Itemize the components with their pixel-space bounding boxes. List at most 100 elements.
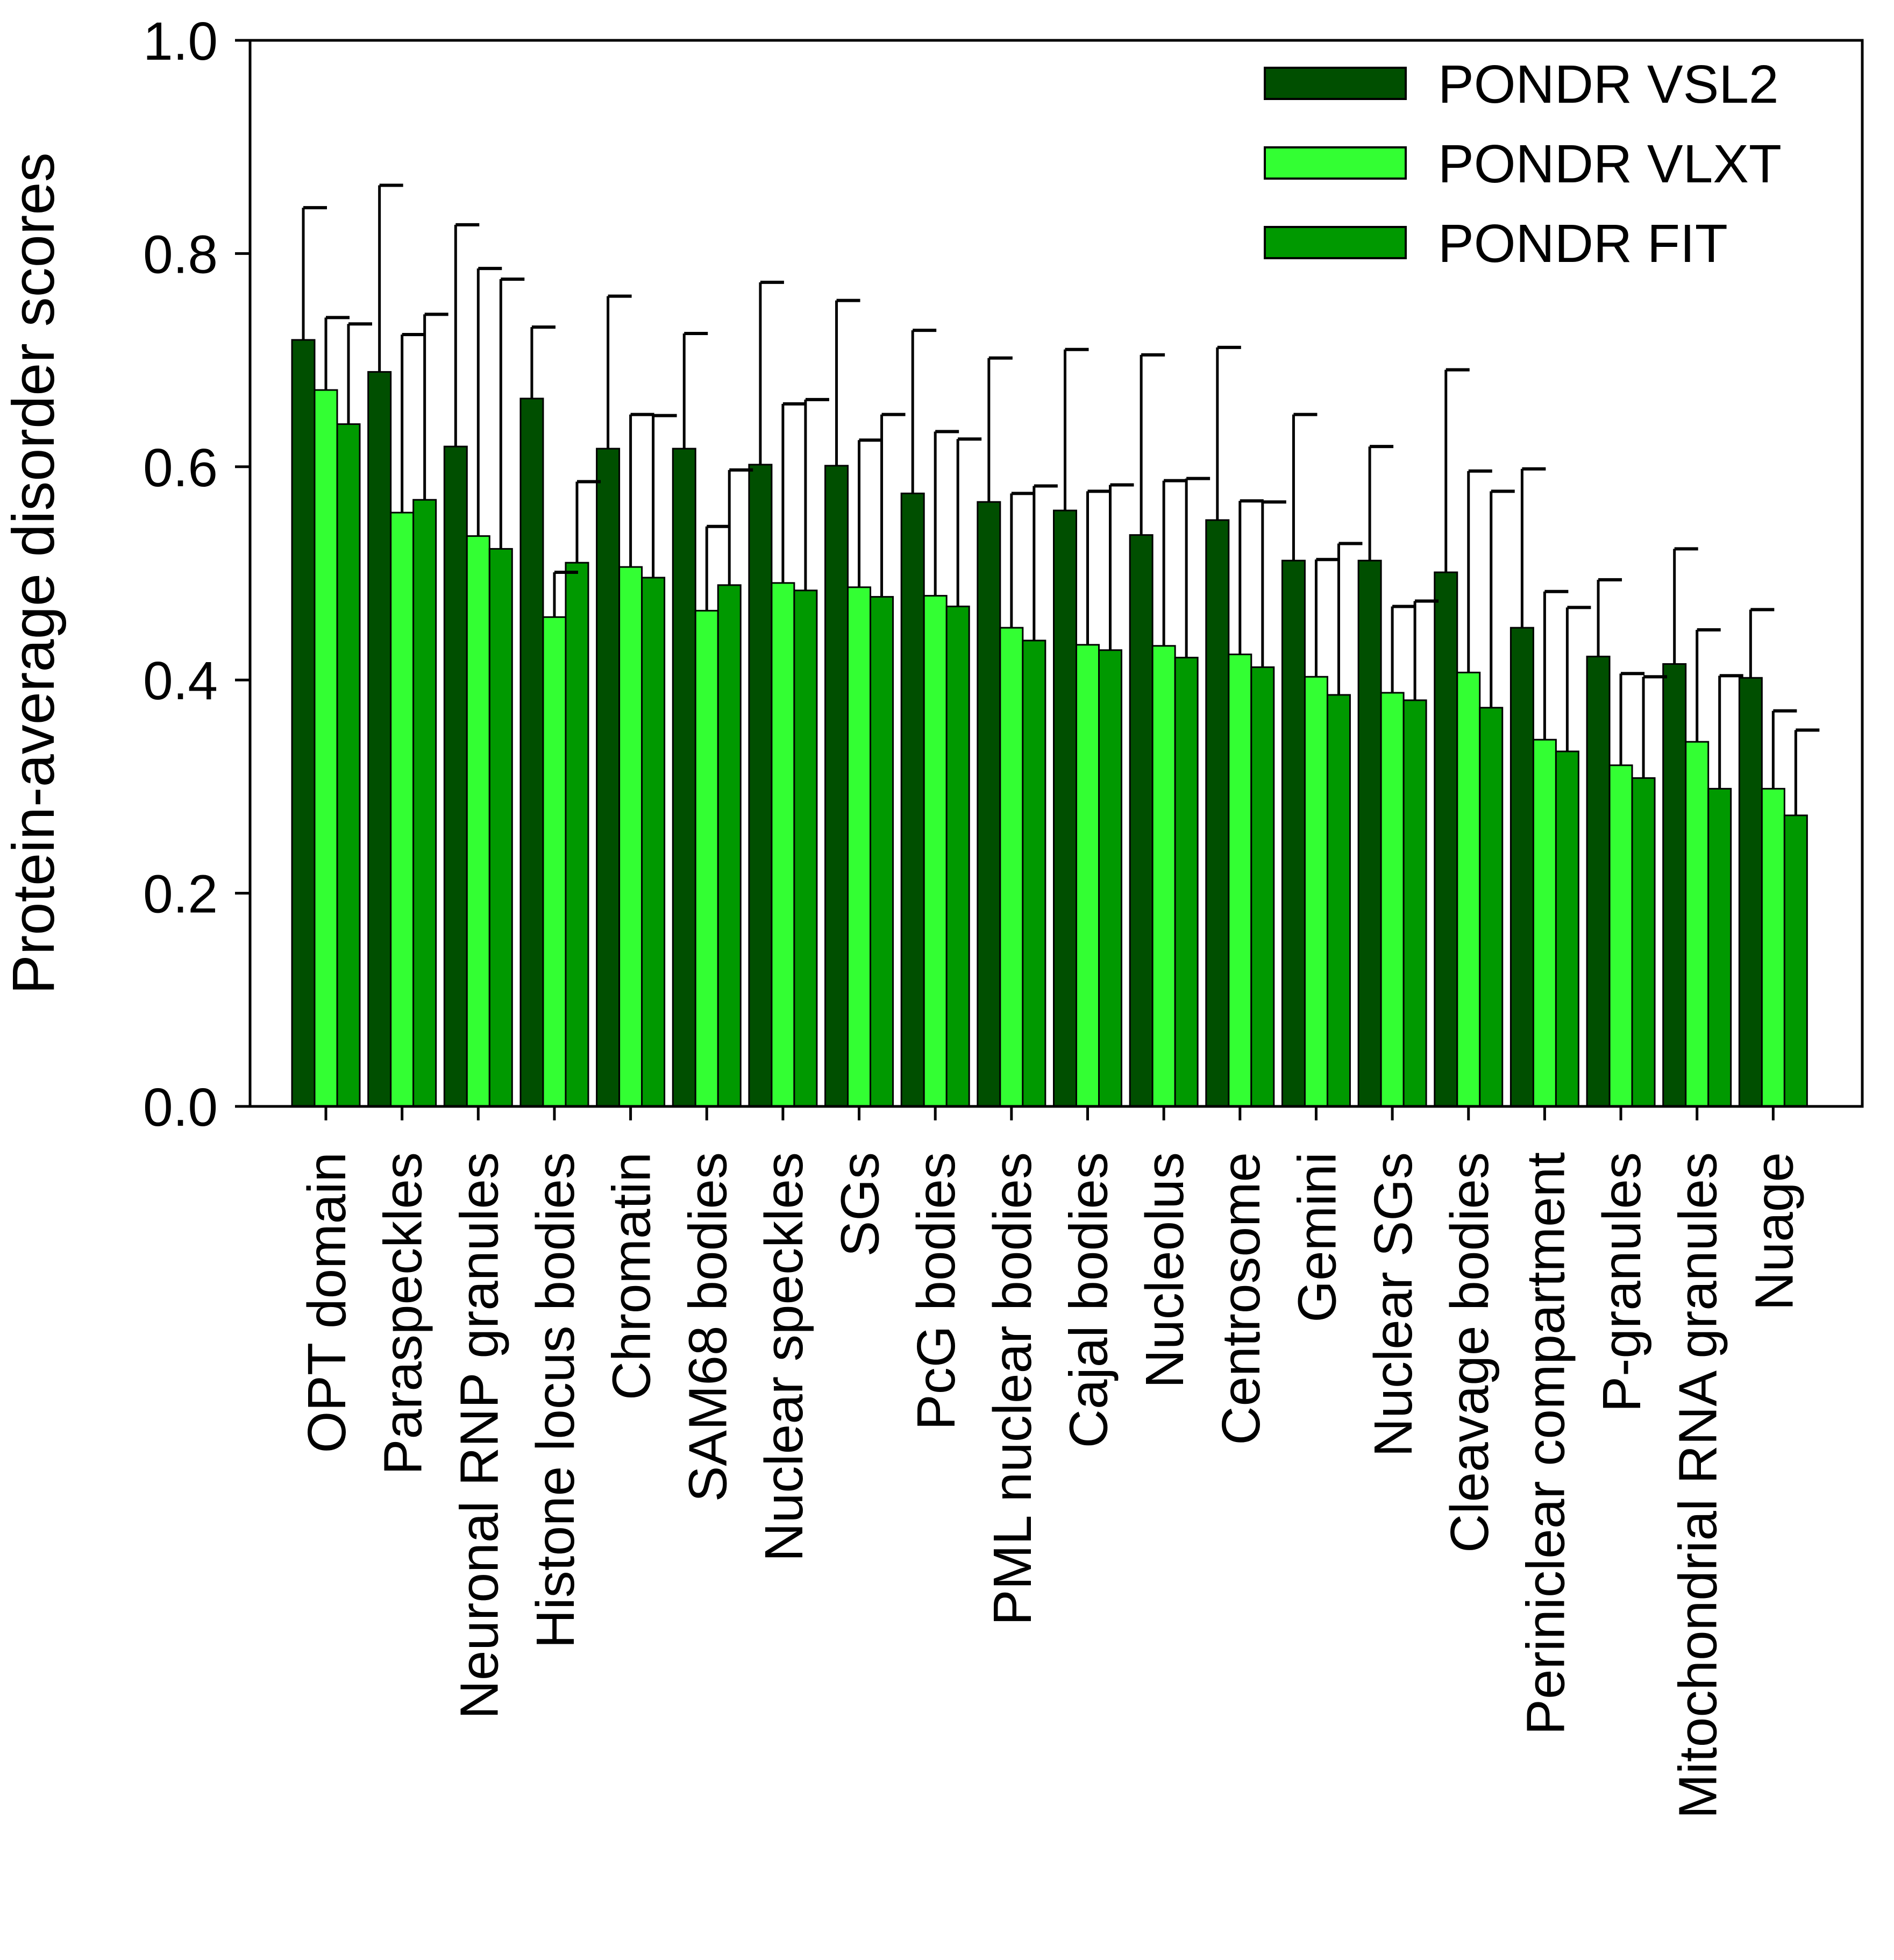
bar-pondr-fit: [565, 562, 589, 1107]
bar-pondr-vsl2: [748, 464, 773, 1107]
bar-pondr-vsl2: [1586, 656, 1611, 1107]
bar-pondr-vsl2: [596, 448, 621, 1107]
category-label: PML nuclear bodies: [982, 1152, 1043, 1625]
bar-pondr-fit: [1402, 699, 1427, 1107]
bar-pondr-fit: [1174, 657, 1199, 1107]
y-axis-ticks: 0.0 0.2 0.4 0.6 0.8 1.0: [143, 11, 250, 1138]
y-tick-label: 0.0: [143, 1077, 218, 1138]
bar-pondr-vsl2: [1662, 663, 1687, 1107]
bar-pondr-vlxt: [1151, 645, 1176, 1107]
bar-pondr-vsl2: [519, 397, 544, 1107]
bar-pondr-vlxt: [1228, 654, 1252, 1107]
bar-pondr-fit: [870, 596, 894, 1107]
legend-swatch-pondr-vsl2: [1264, 67, 1407, 100]
y-tick-label: 0.6: [143, 438, 218, 498]
bar-pondr-vlxt: [1456, 671, 1481, 1107]
bar-pondr-fit: [1098, 649, 1122, 1107]
bar-pondr-fit: [945, 605, 970, 1107]
bar-pondr-vlxt: [923, 595, 948, 1107]
category-label: Mitochondrial RNA granules: [1668, 1152, 1728, 1819]
bar-pondr-vlxt: [694, 609, 719, 1107]
y-tick-label: 0.2: [143, 864, 218, 925]
bar-pondr-vlxt: [1380, 692, 1405, 1107]
bar-pondr-vsl2: [443, 445, 468, 1107]
category-label: Periniclear compartment: [1515, 1152, 1576, 1735]
category-label: Neuronal RNP granules: [449, 1152, 509, 1719]
bar-pondr-vsl2: [1509, 627, 1534, 1107]
category-label: P-granules: [1592, 1152, 1652, 1412]
bar-pondr-vsl2: [367, 371, 392, 1107]
bar-pondr-vsl2: [1129, 534, 1154, 1107]
category-label: Nucleolus: [1135, 1152, 1195, 1388]
bar-pondr-fit: [1479, 707, 1504, 1107]
category-label: Histone locus bodies: [525, 1152, 586, 1649]
bar-pondr-vlxt: [314, 389, 338, 1107]
bar-pondr-fit: [1783, 814, 1808, 1107]
error-bars-layer: [302, 183, 1820, 815]
bar-pondr-vsl2: [1053, 509, 1077, 1107]
category-label: SAM68 bodies: [678, 1152, 738, 1502]
bar-pondr-vlxt: [1532, 738, 1557, 1107]
bar-pondr-vlxt: [1304, 676, 1328, 1107]
bar-pondr-vlxt: [1761, 787, 1785, 1107]
bar-pondr-fit: [1022, 640, 1046, 1107]
bar-pondr-vlxt: [1608, 764, 1633, 1107]
bar-pondr-fit: [1326, 694, 1351, 1107]
bar-pondr-vlxt: [999, 627, 1024, 1107]
bar-pondr-vsl2: [977, 501, 1001, 1107]
bar-pondr-vsl2: [672, 448, 696, 1107]
legend-swatch-pondr-fit: [1264, 226, 1407, 259]
category-label: Cleavage bodies: [1440, 1152, 1500, 1553]
bar-pondr-fit: [793, 590, 818, 1107]
x-axis-category-labels: OPT domain Paraspeckles Neuronal RNP granu…: [297, 1106, 1804, 1819]
bar-pondr-vlxt: [542, 616, 567, 1107]
bar-pondr-vsl2: [1738, 677, 1763, 1107]
bar-pondr-vsl2: [900, 492, 925, 1107]
bar-pondr-vlxt: [466, 535, 490, 1107]
legend-label: PONDR VSL2: [1438, 54, 1779, 115]
bar-pondr-vsl2: [291, 339, 316, 1107]
y-tick-label: 1.0: [143, 11, 218, 72]
category-label: PcG bodies: [906, 1152, 966, 1430]
legend: PONDR VSL2 PONDR VLXT PONDR FIT: [1264, 54, 1782, 274]
category-label: Centrosome: [1211, 1152, 1271, 1445]
category-label: Gemini: [1287, 1152, 1347, 1323]
bars-layer: [291, 339, 1808, 1107]
bar-pondr-fit: [717, 584, 742, 1107]
category-label: SGs: [830, 1152, 891, 1256]
bar-pondr-vlxt: [1076, 644, 1100, 1107]
bar-pondr-vsl2: [1434, 571, 1458, 1107]
y-axis-title: Protein-average disorder scores: [1, 152, 67, 994]
legend-swatch-pondr-vlxt: [1264, 146, 1407, 180]
bar-pondr-vlxt: [847, 586, 872, 1107]
category-label: OPT domain: [297, 1152, 357, 1453]
bar-pondr-fit: [641, 577, 666, 1107]
y-tick-label: 0.4: [143, 651, 218, 711]
bar-pondr-fit: [1707, 787, 1732, 1107]
bar-pondr-vsl2: [1357, 559, 1382, 1107]
legend-label: PONDR FIT: [1438, 214, 1728, 274]
bar-pondr-vlxt: [390, 512, 415, 1107]
bar-pondr-vlxt: [1685, 741, 1710, 1107]
bar-pondr-fit: [1631, 777, 1656, 1107]
legend-label: PONDR VLXT: [1438, 134, 1782, 194]
bar-pondr-fit: [336, 423, 361, 1107]
category-label: Nuage: [1744, 1152, 1804, 1311]
bar-pondr-fit: [1555, 750, 1579, 1107]
bar-pondr-vlxt: [771, 582, 795, 1107]
bar-pondr-vsl2: [1205, 519, 1230, 1107]
bar-pondr-fit: [488, 548, 513, 1107]
y-tick-label: 0.8: [143, 224, 218, 285]
bar-pondr-vsl2: [1281, 559, 1306, 1107]
bar-pondr-vsl2: [824, 465, 849, 1107]
category-label: Nuclear SGs: [1363, 1152, 1423, 1457]
category-label: Chromatin: [602, 1152, 662, 1400]
bar-pondr-vlxt: [618, 566, 643, 1107]
plot-frame: [248, 39, 1864, 1108]
bar-pondr-fit: [412, 499, 437, 1107]
category-label: Nuclear speckles: [754, 1152, 814, 1561]
category-label: Paraspeckles: [373, 1152, 433, 1475]
category-label: Cajal bodies: [1059, 1152, 1119, 1448]
bar-pondr-fit: [1250, 666, 1275, 1107]
